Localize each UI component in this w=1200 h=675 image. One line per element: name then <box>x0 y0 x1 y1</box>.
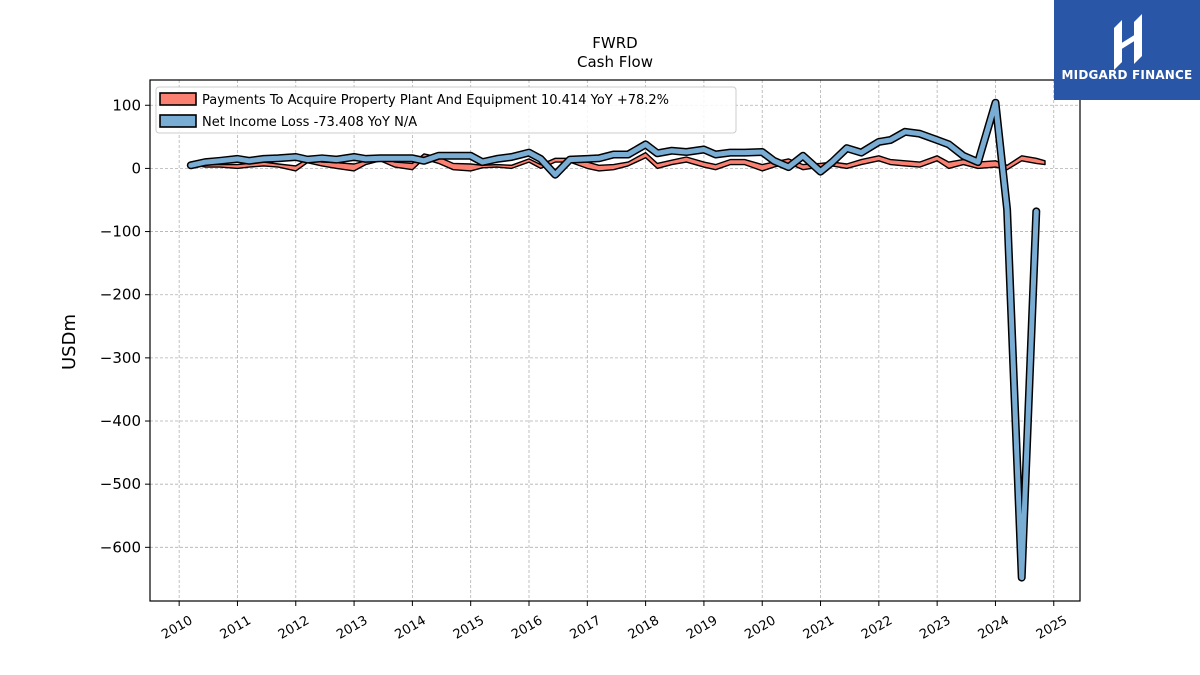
y-tick-label: 100 <box>112 96 141 114</box>
y-tick-label: −600 <box>100 538 141 556</box>
x-tick-label: 2018 <box>626 613 662 643</box>
legend: Payments To Acquire Property Plant And E… <box>155 86 737 134</box>
brand-logo-icon <box>1114 14 1142 70</box>
x-tick-label: 2021 <box>801 613 837 643</box>
y-tick-label: −400 <box>100 412 141 430</box>
legend-label-capex: Payments To Acquire Property Plant And E… <box>202 93 669 108</box>
legend-box <box>155 86 737 134</box>
series-net-income-line <box>188 100 1039 581</box>
x-tick-label: 2022 <box>859 613 895 643</box>
legend-label-net-income: Net Income Loss -73.408 YoY N/A <box>202 115 417 130</box>
chart-title: FWRD <box>592 34 637 52</box>
x-tick-label: 2024 <box>976 613 1012 643</box>
y-tick-label: −500 <box>100 475 141 493</box>
y-tick-label: −300 <box>100 349 141 367</box>
series-layer <box>186 98 1046 582</box>
x-tick-label: 2016 <box>509 613 545 643</box>
x-tick-label: 2011 <box>218 613 254 643</box>
x-tick-label: 2020 <box>742 613 778 643</box>
y-axis-label: USDm <box>59 314 80 370</box>
x-tick-label: 2023 <box>917 613 953 643</box>
legend-swatch-capex <box>159 92 197 106</box>
plot-frame <box>149 79 1081 602</box>
y-tick-label: −200 <box>100 286 141 304</box>
brand-name: MIDGARD FINANCE <box>1061 68 1193 82</box>
y-tick-label: −100 <box>100 223 141 241</box>
x-axis: 2010 2011 2012 2013 2014 2015 2016 2017 2018 2019… <box>159 601 1070 643</box>
y-tick-label: 0 <box>131 159 141 177</box>
legend-swatch-net-income <box>159 114 197 128</box>
x-tick-label: 2025 <box>1034 613 1070 643</box>
chart-subtitle: Cash Flow <box>577 53 653 71</box>
x-tick-label: 2015 <box>451 613 487 643</box>
x-tick-label: 2017 <box>567 613 603 643</box>
x-tick-label: 2013 <box>334 613 370 643</box>
x-tick-label: 2012 <box>276 613 312 643</box>
x-tick-label: 2014 <box>393 613 429 643</box>
y-axis: 100 0 −100 −200 −300 −400 −500 −600 <box>100 96 150 556</box>
brand-logo: MIDGARD FINANCE <box>1054 0 1200 100</box>
x-tick-label: 2019 <box>684 613 720 643</box>
x-tick-label: 2010 <box>159 613 195 643</box>
